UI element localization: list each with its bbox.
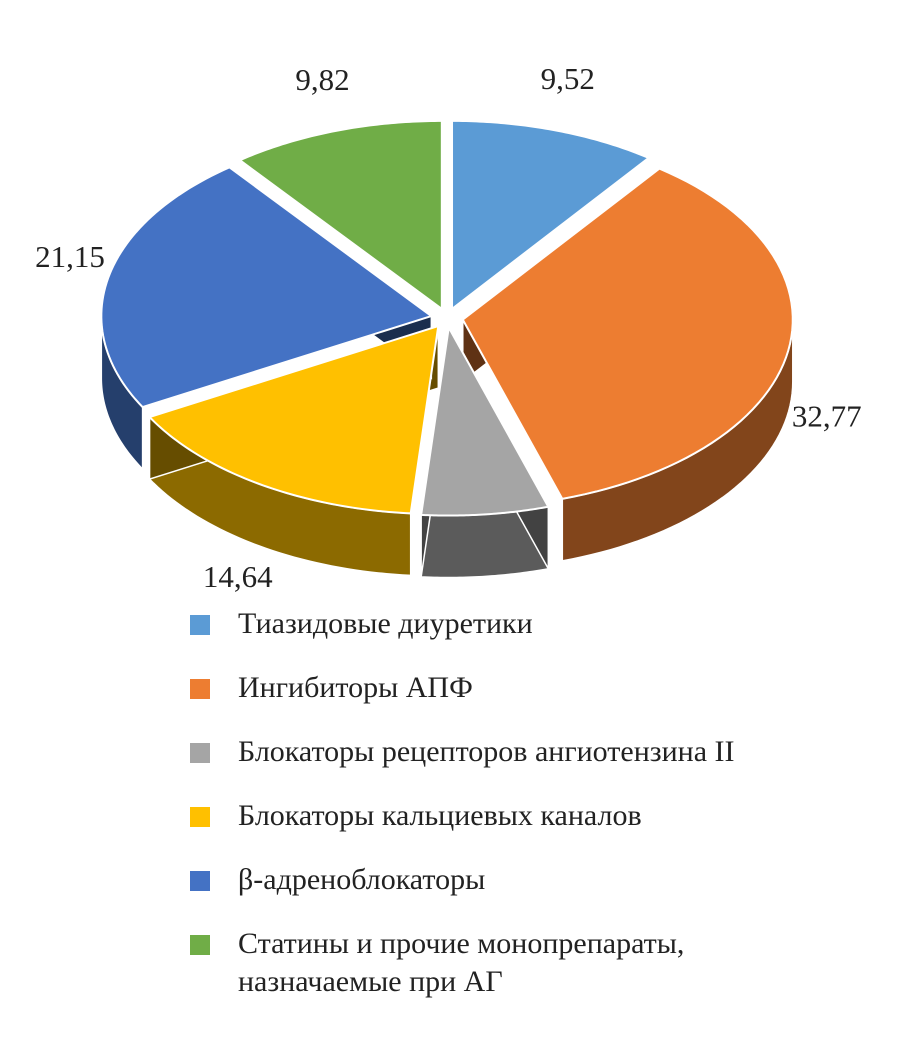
legend-item: Блокаторы рецепторов ангиотензина II: [190, 733, 850, 771]
data-label: 9,82: [295, 62, 349, 97]
slice-top: [451, 119, 651, 311]
legend-label: Блокаторы кальциевых каналов: [238, 799, 642, 832]
legend-item: β-адреноблокаторы: [190, 861, 850, 899]
legend-swatch: [190, 615, 210, 635]
slice-top: [100, 166, 434, 409]
legend-label: Тиазидовые диуретики: [238, 607, 533, 640]
data-label: 32,77: [792, 398, 862, 433]
data-label: 9,52: [541, 61, 595, 96]
legend-swatch: [190, 871, 210, 891]
slice-top: [420, 324, 550, 517]
legend-item: Блокаторы кальциевых каналов: [190, 797, 850, 835]
legend-label: Ингибиторы АПФ: [238, 671, 473, 704]
pie-tops: [100, 119, 794, 517]
slice-top: [147, 324, 440, 515]
slice-top: [461, 167, 794, 500]
legend-item: Тиазидовые диуретики: [190, 605, 850, 643]
legend-swatch: [190, 807, 210, 827]
data-label: 21,15: [35, 239, 105, 274]
legend-swatch: [190, 679, 210, 699]
legend-item: Ингибиторы АПФ: [190, 669, 850, 707]
legend-item: Статины и прочие монопрепараты, назначае…: [190, 925, 850, 1001]
legend-swatch: [190, 935, 210, 955]
data-label: 14,64: [203, 559, 273, 594]
chart: 9,52 32,77 5,82 14,64 21,15 9,82: [35, 61, 862, 631]
slice-top: [237, 119, 443, 311]
legend-label: Статины и прочие монопрепараты, назначае…: [238, 927, 685, 998]
legend-swatch: [190, 743, 210, 763]
data-label: 5,82: [463, 596, 517, 600]
legend: Тиазидовые диуретики Ингибиторы АПФ Блокат…: [190, 605, 850, 1027]
legend-label: Блокаторы рецепторов ангиотензина II: [238, 735, 735, 768]
legend-label: β-адреноблокаторы: [238, 863, 486, 896]
